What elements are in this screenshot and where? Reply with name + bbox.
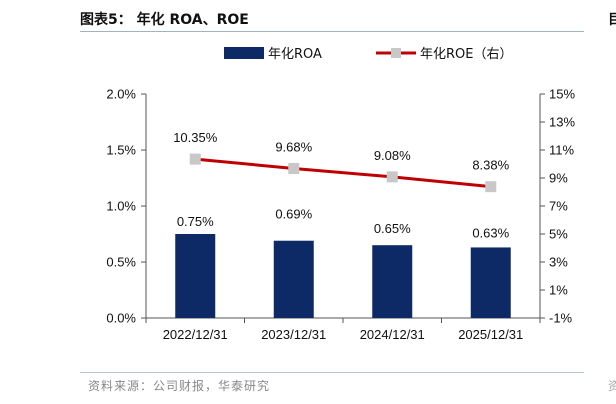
roe-data-label: 9.08% xyxy=(374,148,411,163)
roe-marker xyxy=(189,153,201,165)
title-divider xyxy=(80,31,584,32)
figure-title: 图表5： 年化 ROA、ROE xyxy=(80,12,249,28)
roe-data-label: 9.68% xyxy=(275,139,312,154)
footer-divider xyxy=(80,372,584,373)
roe-marker xyxy=(386,171,398,183)
left-axis-tick-label: 0.0% xyxy=(106,311,136,326)
legend-roe-label: 年化ROE（右） xyxy=(420,47,512,62)
right-axis-tick-label: 15% xyxy=(549,87,575,102)
right-axis-tick-label: 13% xyxy=(549,115,575,130)
roa-data-label: 0.63% xyxy=(472,225,509,240)
roe-data-label: 8.38% xyxy=(472,158,509,173)
roe-data-label: 10.35% xyxy=(173,130,218,145)
roe-marker xyxy=(288,162,300,174)
roa-data-label: 0.65% xyxy=(374,221,411,236)
legend-roa-swatch xyxy=(224,47,264,59)
x-axis-tick-label: 2024/12/31 xyxy=(360,327,425,342)
left-axis-tick-label: 0.5% xyxy=(106,255,136,270)
legend: 年化ROA 年化ROE（右） xyxy=(224,47,512,62)
right-axis-tick-label: 5% xyxy=(549,227,568,242)
left-axis-tick-label: 2.0% xyxy=(106,87,136,102)
axes: 0.0% 0.5% 1.0% 1.5% 2.0% -1% 1% 3% 5% 7% 9% 11% 13% 1… xyxy=(106,87,575,343)
roe-line-series xyxy=(189,153,497,193)
left-axis-tick-label: 1.0% xyxy=(106,199,136,214)
roa-bar xyxy=(273,240,314,318)
legend-roe-marker-swatch xyxy=(391,48,401,58)
right-axis-tick-label: 1% xyxy=(549,283,568,298)
x-axis-tick-label: 2025/12/31 xyxy=(458,327,523,342)
roa-roe-chart: 年化ROA 年化ROE（右） 0.0% 0.5% 1.0% 1.5% 2.0% -1% 1%… xyxy=(106,47,575,343)
right-axis-tick-label: -1% xyxy=(549,311,573,326)
next-column-source-fragment: 资 xyxy=(608,379,616,393)
roa-bars xyxy=(175,234,511,318)
data-labels: 0.75% 0.69% 0.65% 0.63% 10.35% 9.68% 9.08% 8.38… xyxy=(173,130,509,240)
roe-line xyxy=(195,157,491,189)
right-axis-tick-label: 7% xyxy=(549,199,568,214)
roa-bar xyxy=(372,245,413,318)
roa-bar xyxy=(470,247,511,318)
right-axis-tick-label: 9% xyxy=(549,171,568,186)
roe-marker xyxy=(485,181,497,193)
right-axis-tick-label: 11% xyxy=(549,143,574,158)
legend-roa-label: 年化ROA xyxy=(268,47,322,62)
x-axis-tick-label: 2023/12/31 xyxy=(261,327,326,342)
next-column-title-fragment: 目 xyxy=(608,12,616,28)
roa-data-label: 0.69% xyxy=(275,207,312,222)
left-axis-tick-label: 1.5% xyxy=(106,143,136,158)
source-note: 资料来源：公司财报，华泰研究 xyxy=(88,379,271,393)
roa-data-label: 0.75% xyxy=(177,214,214,229)
roa-bar xyxy=(175,234,216,318)
x-axis-tick-label: 2022/12/31 xyxy=(163,327,228,342)
right-axis-tick-label: 3% xyxy=(549,255,568,270)
